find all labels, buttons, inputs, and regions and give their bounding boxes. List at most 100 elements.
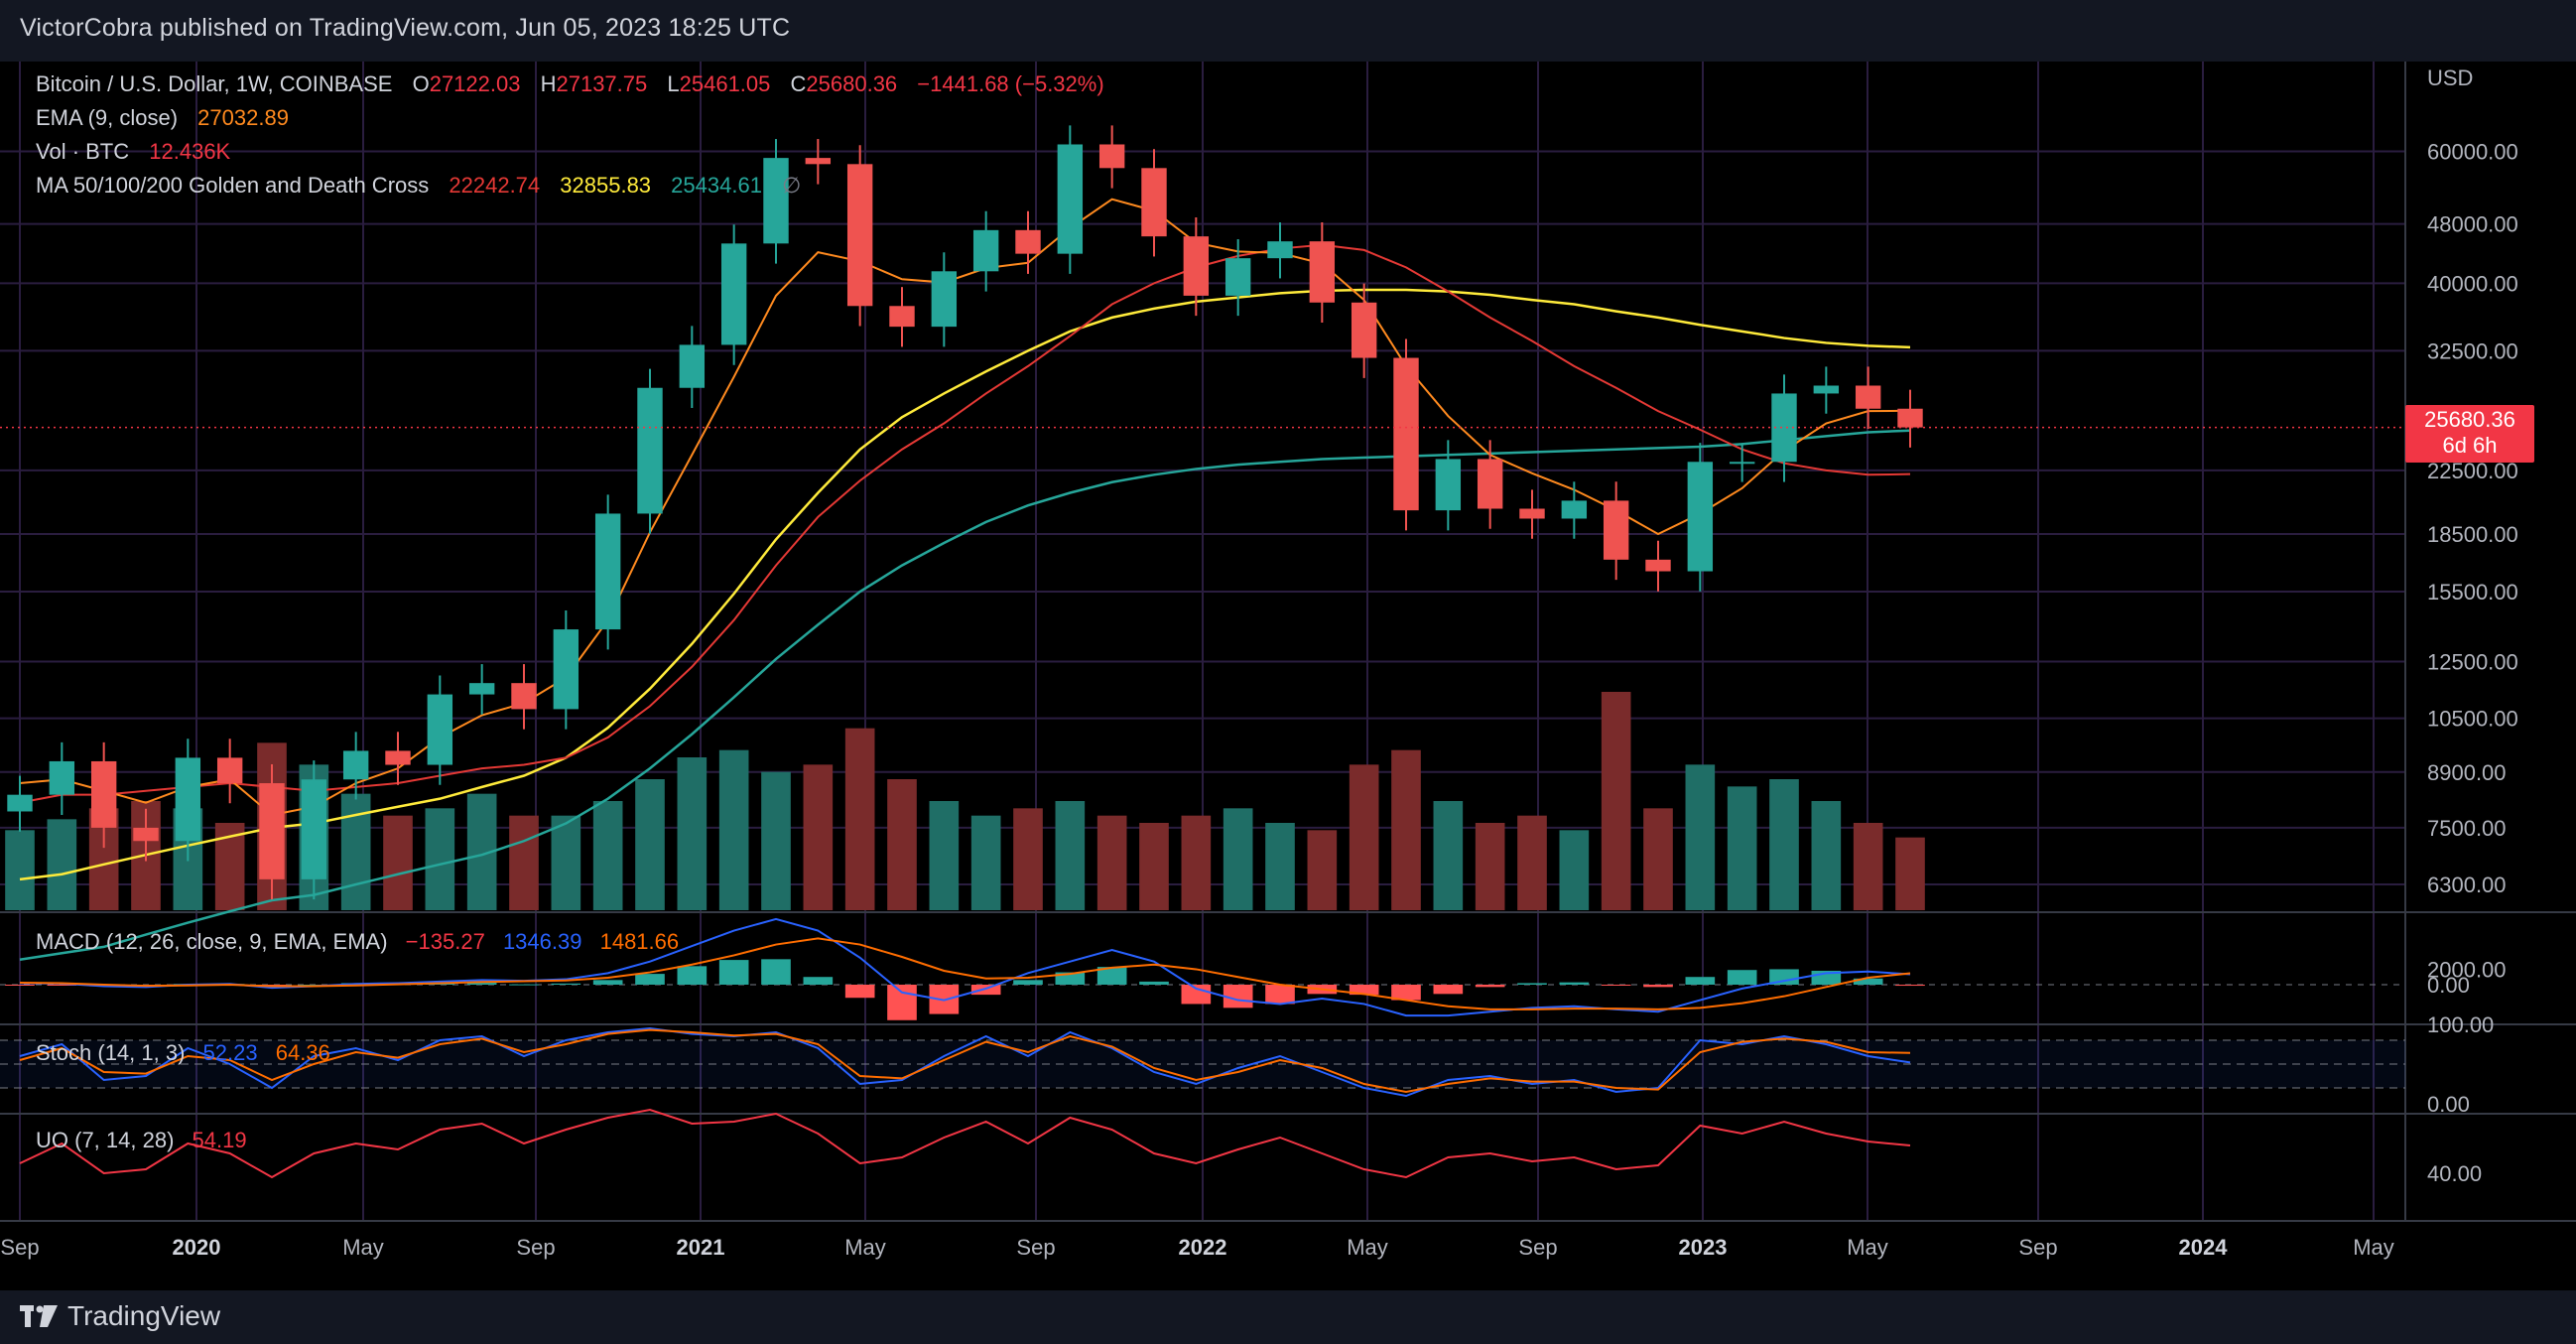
macd-tick-label: 0.00	[2427, 973, 2470, 998]
candle-body	[1393, 357, 1419, 511]
macd-signal-value: 1481.66	[599, 929, 680, 954]
candle-body	[511, 683, 537, 710]
candle-body	[1603, 500, 1629, 560]
vol-value: 12.436K	[149, 139, 231, 164]
currency-unit: USD	[2427, 66, 2474, 90]
candle-body	[1183, 236, 1210, 296]
moving-averages	[19, 198, 1911, 961]
candle-body	[342, 750, 369, 780]
chart-svg[interactable]: 60000.00 48000.00 40000.00 32500.00 22500.00…	[0, 62, 2576, 1290]
volume-bar	[1895, 837, 1925, 910]
tradingview-brand: TradingView	[67, 1300, 221, 1331]
candle-body	[1519, 508, 1545, 519]
macd-histogram-bar	[803, 977, 834, 985]
volume-bar	[425, 808, 455, 910]
candle-body	[972, 229, 999, 272]
last-price-tag: 25680.36 6d 6h	[2405, 405, 2534, 463]
candle-body	[889, 306, 915, 328]
volume-bar	[1685, 764, 1716, 910]
volume-bar	[635, 779, 665, 910]
uo-legend[interactable]: UO (7, 14, 28) 54.19	[36, 1128, 259, 1153]
candle-body	[1477, 459, 1503, 509]
candle-body	[133, 827, 159, 842]
volume-bar	[592, 801, 623, 910]
time-axis-label: 2022	[1179, 1235, 1227, 1260]
symbol-name[interactable]: Bitcoin / U.S. Dollar, 1W, COINBASE	[36, 71, 393, 96]
time-axis-label: Sep	[516, 1235, 555, 1260]
macd-histogram-bar	[551, 983, 581, 985]
candle-body	[301, 779, 327, 879]
candle-body	[846, 164, 873, 307]
candle-body	[931, 271, 958, 328]
candle-body	[468, 683, 495, 695]
macd-histogram-bar	[1139, 981, 1169, 985]
volume-bar	[1223, 808, 1253, 910]
volume-bar	[1727, 786, 1757, 910]
last-price-value: 25680.36	[2424, 407, 2515, 432]
vol-legend[interactable]: Vol · BTC 12.436K	[36, 139, 244, 165]
volume-bar	[1096, 815, 1127, 910]
macd-histogram-bar	[677, 966, 708, 985]
tradingview-logo[interactable]: TradingView	[20, 1300, 220, 1332]
price-tick-label: 48000.00	[2427, 212, 2518, 237]
candle-body	[763, 158, 789, 244]
macd-histogram-bar	[1517, 983, 1547, 985]
candle-body	[805, 158, 832, 165]
price-tick-label: 7500.00	[2427, 816, 2507, 841]
chart-area[interactable]: 60000.00 48000.00 40000.00 32500.00 22500.00…	[0, 62, 2576, 1290]
uo-line	[19, 1108, 1911, 1179]
candle-body	[637, 387, 663, 514]
candle-body	[1309, 241, 1336, 303]
volume-bar	[509, 815, 539, 910]
price-tick-label: 40000.00	[2427, 271, 2518, 296]
stoch-d-value: 64.36	[275, 1040, 330, 1065]
macd-histogram-bar	[1769, 969, 1799, 985]
volume-bar	[677, 757, 708, 910]
volume-bar	[1307, 830, 1338, 910]
stoch-tick-label: 0.00	[2427, 1092, 2470, 1117]
time-axis-label: May	[844, 1235, 886, 1260]
hidden-icon[interactable]: ∅	[782, 173, 802, 198]
volume-bar	[718, 749, 749, 910]
bar-countdown: 6d 6h	[2442, 433, 2498, 458]
macd-label: MACD (12, 26, close, 9, EMA, EMA)	[36, 929, 388, 954]
ohlc-high: H27137.75	[540, 71, 648, 96]
candle-body	[1855, 385, 1881, 409]
candle-body	[1057, 144, 1084, 254]
ma-legend[interactable]: MA 50/100/200 Golden and Death Cross 222…	[36, 173, 815, 199]
volume-bar	[887, 779, 917, 910]
volume-bar	[47, 819, 77, 910]
ma-label: MA 50/100/200 Golden and Death Cross	[36, 173, 430, 198]
macd-histogram-bar	[466, 983, 497, 985]
candle-body	[385, 750, 411, 765]
macd-histogram-bar	[1643, 985, 1673, 988]
volume-bar	[1601, 692, 1631, 910]
time-axis-label: Sep	[2018, 1235, 2057, 1260]
candle-body	[594, 513, 621, 630]
macd-histogram-bar	[1559, 982, 1590, 985]
macd-legend[interactable]: MACD (12, 26, close, 9, EMA, EMA) −135.2…	[36, 929, 691, 955]
uo-value: 54.19	[192, 1128, 247, 1152]
macd-histogram-bar	[299, 985, 329, 986]
candle-body	[720, 243, 747, 345]
volume-bar	[1475, 823, 1505, 910]
candle-body	[90, 760, 117, 828]
macd-histogram-bar	[47, 985, 77, 986]
time-axis-label: May	[2353, 1235, 2394, 1260]
stoch-k-value: 52.23	[202, 1040, 258, 1065]
stoch-legend[interactable]: Stoch (14, 1, 3) 52.23 64.36	[36, 1040, 342, 1066]
volume-bar	[844, 728, 875, 910]
candle-body	[7, 794, 33, 812]
publisher-header: VictorCobra published on TradingView.com…	[0, 0, 2576, 62]
candle-body	[553, 629, 580, 710]
candle-body	[1098, 144, 1125, 169]
ema-legend[interactable]: EMA (9, close) 27032.89	[36, 105, 303, 131]
candle-body	[259, 783, 285, 879]
price-tick-label: 8900.00	[2427, 760, 2507, 785]
stoch-d-line	[19, 1028, 1911, 1094]
ema-label: EMA (9, close)	[36, 105, 179, 130]
time-axis-label: 2024	[2179, 1235, 2229, 1260]
macd-histogram-bar	[635, 974, 665, 985]
candle-body	[1015, 229, 1041, 254]
axes: 60000.00 48000.00 40000.00 32500.00 22500.00…	[0, 140, 2517, 1260]
